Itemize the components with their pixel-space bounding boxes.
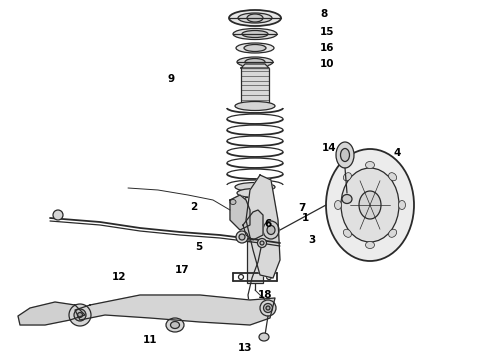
Ellipse shape [260,300,276,316]
Text: 15: 15 [320,27,335,37]
Ellipse shape [389,173,397,181]
Text: 3: 3 [308,235,315,245]
Ellipse shape [237,189,273,198]
Ellipse shape [260,241,264,245]
Ellipse shape [171,321,179,328]
Ellipse shape [359,191,381,219]
Ellipse shape [229,10,281,26]
Ellipse shape [335,201,342,210]
Text: 6: 6 [264,219,271,229]
Ellipse shape [267,225,275,234]
Polygon shape [241,64,269,68]
Polygon shape [246,175,280,278]
Bar [247,241,263,283]
Ellipse shape [230,199,236,204]
Ellipse shape [77,312,82,318]
Ellipse shape [267,274,271,279]
Ellipse shape [266,306,270,310]
Ellipse shape [74,309,86,321]
Ellipse shape [239,274,244,279]
Ellipse shape [341,148,349,162]
Ellipse shape [53,210,63,220]
Text: 13: 13 [238,343,252,353]
Ellipse shape [341,168,399,242]
Text: 8: 8 [320,9,327,19]
Polygon shape [75,295,275,325]
Ellipse shape [242,31,268,37]
Text: 11: 11 [143,335,157,345]
Ellipse shape [259,333,269,341]
Polygon shape [18,302,85,325]
Text: 16: 16 [320,43,335,53]
Ellipse shape [235,102,275,111]
Ellipse shape [239,234,245,240]
Text: 10: 10 [320,59,335,69]
Ellipse shape [263,221,279,239]
Text: 9: 9 [167,74,174,84]
Text: 5: 5 [195,242,202,252]
Text: 4: 4 [393,148,400,158]
Text: 17: 17 [175,265,190,275]
Ellipse shape [236,231,248,243]
Text: 2: 2 [190,202,197,212]
Text: 14: 14 [322,143,337,153]
Ellipse shape [166,318,184,332]
Bar [241,68,269,104]
Text: 18: 18 [258,290,272,300]
Ellipse shape [343,173,351,181]
Ellipse shape [248,308,252,312]
Ellipse shape [237,57,273,67]
Ellipse shape [238,13,272,23]
Ellipse shape [389,229,397,237]
Polygon shape [230,195,250,230]
Polygon shape [243,210,263,240]
Text: 1: 1 [302,213,309,223]
Ellipse shape [233,28,277,40]
Ellipse shape [245,306,254,315]
Ellipse shape [245,58,265,66]
Text: 7: 7 [298,203,305,213]
Ellipse shape [242,234,268,240]
Ellipse shape [247,14,263,22]
Ellipse shape [343,229,351,237]
Ellipse shape [366,162,374,168]
Ellipse shape [398,201,406,210]
Bar [245,197,265,237]
Ellipse shape [235,183,275,192]
Ellipse shape [244,45,266,51]
Ellipse shape [236,43,274,53]
Ellipse shape [69,304,91,326]
Ellipse shape [326,149,414,261]
Ellipse shape [336,142,354,168]
Ellipse shape [258,238,267,248]
Ellipse shape [342,194,352,203]
Text: 12: 12 [112,272,126,282]
Ellipse shape [366,242,374,248]
Ellipse shape [264,303,272,312]
